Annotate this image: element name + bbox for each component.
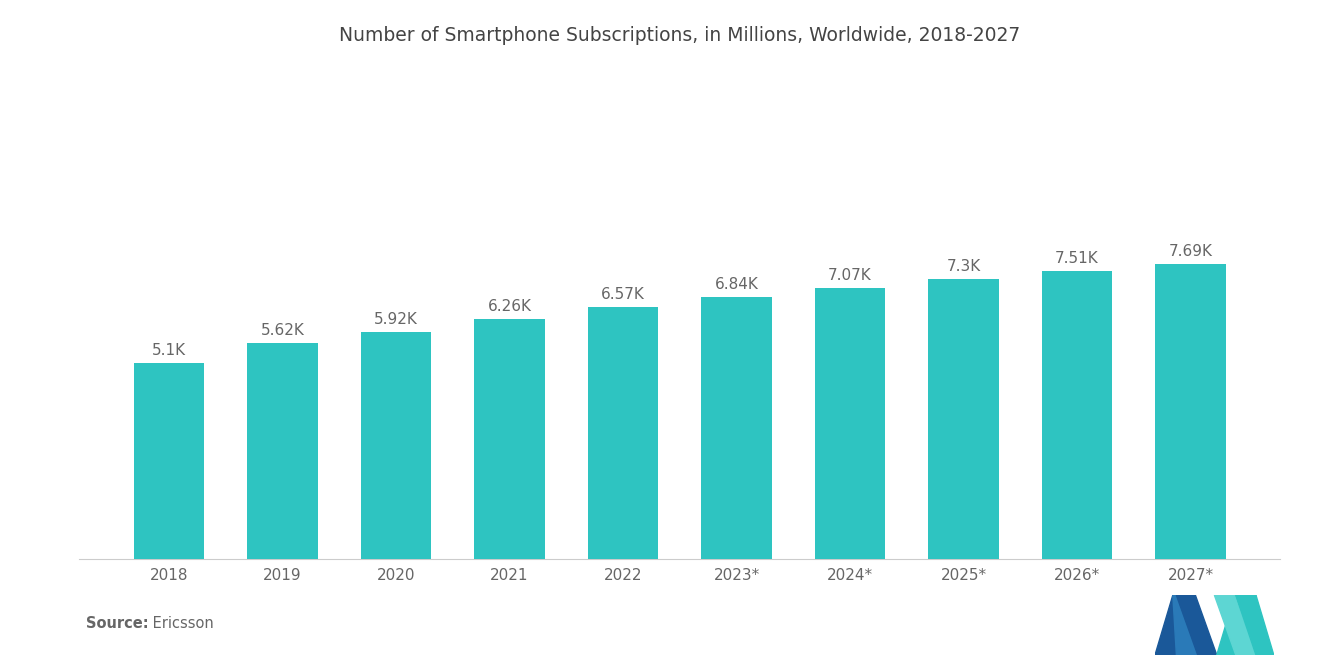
Polygon shape [1176,595,1217,655]
Text: 7.07K: 7.07K [828,268,873,283]
Text: 5.1K: 5.1K [152,343,186,358]
Bar [814,288,886,559]
Polygon shape [1214,595,1257,655]
Polygon shape [1217,595,1257,655]
Text: 7.69K: 7.69K [1168,244,1213,259]
Title: Number of Smartphone Subscriptions, in Millions, Worldwide, 2018-2027: Number of Smartphone Subscriptions, in M… [339,26,1020,45]
Text: Source:: Source: [86,616,148,632]
Text: 6.57K: 6.57K [601,287,645,302]
Text: 7.3K: 7.3K [946,259,981,274]
Bar [133,363,205,559]
Bar [928,279,999,559]
Bar [474,319,545,559]
Bar [701,297,772,559]
Polygon shape [1172,595,1197,655]
Text: 6.26K: 6.26K [487,299,532,314]
Text: Ericsson: Ericsson [148,616,214,632]
Bar [1155,264,1226,559]
Text: 7.51K: 7.51K [1055,251,1100,266]
Text: 5.62K: 5.62K [260,323,305,338]
Polygon shape [1236,595,1274,655]
Bar [587,307,659,559]
Bar [360,332,432,559]
Bar [1041,271,1113,559]
Bar [247,343,318,559]
Text: 5.92K: 5.92K [374,312,418,327]
Text: 6.84K: 6.84K [714,277,759,292]
Polygon shape [1155,595,1195,655]
